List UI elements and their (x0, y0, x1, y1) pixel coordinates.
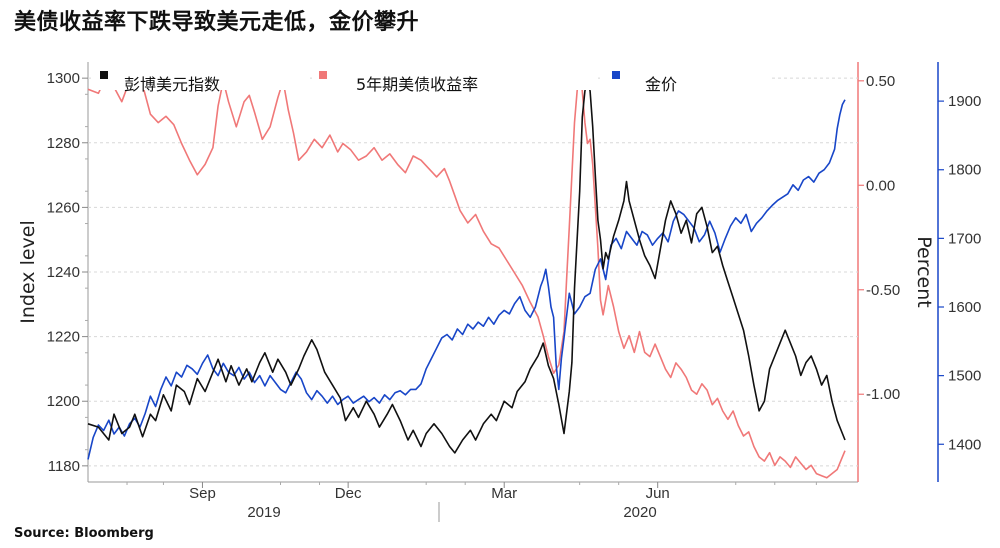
y3-tick-label: 1800 (948, 162, 981, 179)
y2-tick-label: 0.50 (866, 73, 895, 90)
series-line-right1 (87, 69, 846, 479)
source-note: Source: Bloomberg (14, 526, 154, 541)
y3-tick-label: 1900 (948, 93, 981, 110)
legend-swatch-gold (612, 71, 620, 79)
chart-title: 美债收益率下跌导致美元走低，金价攀升 (14, 10, 420, 35)
legend-swatch-dollar (100, 71, 108, 79)
legend-label-dollar: 彭博美元指数 (124, 75, 220, 94)
legend-label-gold: 金价 (645, 75, 677, 94)
y-tick-label: 1200 (47, 393, 80, 410)
y2-tick-label: -1.00 (866, 386, 900, 403)
x-tick-label: Jun (646, 485, 670, 502)
x-tick-label: Mar (491, 485, 517, 502)
series-line-left (87, 77, 846, 454)
y-tick-label: 1240 (47, 264, 80, 281)
y3-tick-label: 1600 (948, 299, 981, 316)
y2-axis-title: Percent (913, 236, 935, 308)
y-tick-label: 1220 (47, 329, 80, 346)
x-year-label: 2020 (623, 504, 656, 521)
axis-ticks: 1180 1200 1220 1240 1260 1280 1300 -1.00 -0.50 0.… (47, 70, 982, 521)
legend-swatch-yield (319, 71, 327, 79)
legend-box-dollar (92, 64, 310, 90)
y-axis-title: Index level (17, 220, 39, 324)
x-year-label: 2019 (247, 504, 280, 521)
y3-tick-label: 1700 (948, 230, 981, 247)
y-tick-label: 1300 (47, 70, 80, 87)
y3-tick-label: 1500 (948, 368, 981, 385)
y-tick-label: 1180 (48, 458, 80, 475)
legend: 彭博美元指数 5年期美债收益率 金价 (92, 64, 770, 94)
y2-tick-label: 0.00 (866, 177, 895, 194)
legend-box-gold (600, 64, 770, 90)
series-lines (87, 69, 846, 479)
y-tick-label: 1260 (47, 199, 80, 216)
y3-tick-label: 1400 (948, 436, 981, 453)
y-tick-label: 1280 (47, 135, 80, 152)
x-tick-label: Sep (189, 485, 216, 502)
gridlines (88, 77, 858, 467)
legend-label-yield: 5年期美债收益率 (356, 75, 478, 94)
y2-tick-label: -0.50 (866, 282, 900, 299)
series-line-right2 (87, 99, 846, 460)
legend-box-yield (312, 66, 596, 90)
x-tick-label: Dec (335, 485, 362, 502)
